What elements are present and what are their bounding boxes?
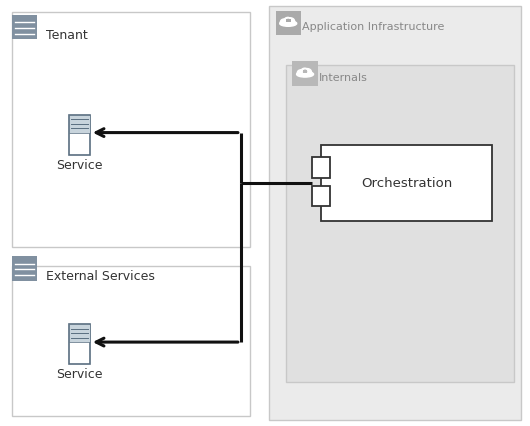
- Text: Application Infrastructure: Application Infrastructure: [302, 22, 444, 32]
- Ellipse shape: [280, 20, 297, 26]
- Bar: [12, 256, 37, 281]
- Bar: [313, 186, 330, 206]
- Bar: [313, 158, 330, 178]
- Bar: [12, 15, 37, 40]
- Bar: [69, 115, 90, 133]
- Bar: [286, 20, 290, 22]
- Bar: [12, 266, 250, 416]
- Bar: [293, 61, 317, 86]
- Text: Service: Service: [56, 159, 103, 172]
- Bar: [286, 65, 514, 382]
- Text: Tenant: Tenant: [46, 29, 88, 42]
- Text: Internals: Internals: [319, 72, 368, 83]
- Bar: [276, 11, 301, 35]
- Text: External Services: External Services: [46, 270, 155, 283]
- Bar: [12, 12, 250, 247]
- Bar: [69, 324, 90, 343]
- Bar: [69, 115, 90, 155]
- Bar: [303, 70, 307, 73]
- Circle shape: [280, 19, 288, 25]
- Text: Orchestration: Orchestration: [361, 177, 452, 190]
- Text: Service: Service: [56, 368, 103, 381]
- Bar: [269, 6, 521, 420]
- Bar: [321, 145, 492, 222]
- Bar: [69, 324, 90, 364]
- Circle shape: [286, 18, 295, 25]
- Ellipse shape: [297, 72, 314, 77]
- Circle shape: [303, 69, 312, 75]
- Circle shape: [301, 68, 308, 74]
- Circle shape: [297, 70, 305, 76]
- Circle shape: [284, 17, 292, 23]
